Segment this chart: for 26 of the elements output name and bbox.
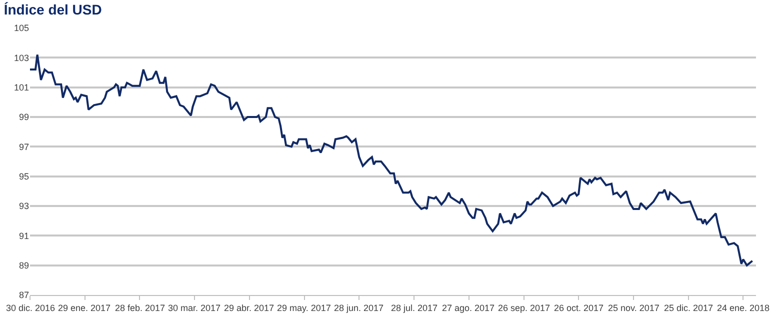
chart-title: Índice del USD bbox=[4, 2, 102, 18]
x-tick-label: 28 feb. 2017 bbox=[115, 303, 166, 313]
y-tick-label: 99 bbox=[18, 112, 29, 122]
y-tick-label: 95 bbox=[18, 171, 29, 182]
y-tick-label: 105 bbox=[14, 23, 29, 34]
line-series bbox=[30, 54, 754, 266]
y-tick-label: 91 bbox=[18, 230, 29, 241]
x-tick-label: 27 ago. 2017 bbox=[442, 303, 495, 313]
y-tick-label: 97 bbox=[18, 142, 29, 152]
x-tick-label: 29 abr. 2017 bbox=[224, 303, 274, 313]
x-tick-label: 29 may. 2017 bbox=[277, 303, 331, 313]
y-tick-label: 87 bbox=[18, 290, 29, 300]
y-tick-label: 89 bbox=[18, 260, 29, 270]
y-tick-label: 101 bbox=[14, 82, 29, 92]
x-tick-label: 24 ene. 2018 bbox=[717, 303, 770, 313]
x-tick-label: 25 dic. 2017 bbox=[664, 303, 714, 313]
y-tick-label: 103 bbox=[14, 52, 29, 63]
x-tick-label: 26 oct. 2017 bbox=[554, 303, 604, 313]
x-tick-label: 29 ene. 2017 bbox=[58, 303, 111, 313]
x-tick-label: 30 dic. 2016 bbox=[6, 303, 56, 313]
x-tick-label: 30 mar. 2017 bbox=[168, 303, 221, 313]
x-tick-label: 28 jun. 2017 bbox=[334, 303, 384, 313]
x-tick-label: 28 jul. 2017 bbox=[391, 303, 438, 313]
y-tick-label: 93 bbox=[18, 201, 29, 212]
x-tick-label: 25 nov. 2017 bbox=[608, 303, 660, 313]
x-tick-label: 26 sep. 2017 bbox=[498, 303, 550, 313]
